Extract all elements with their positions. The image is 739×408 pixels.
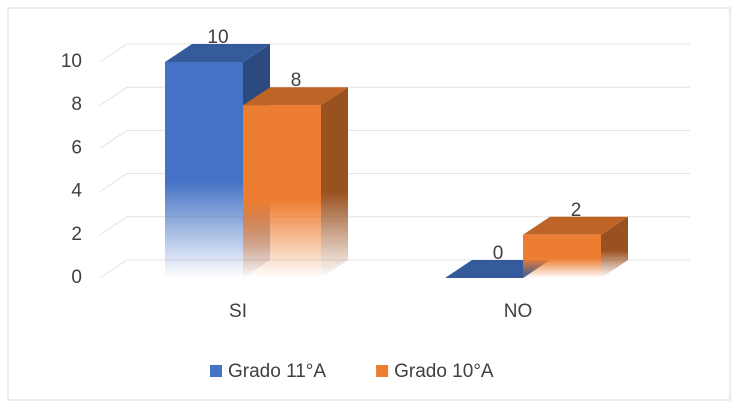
grid-line [99,216,690,236]
y-tick-label: 8 [71,94,82,115]
bar [523,216,628,278]
bar-front [523,234,601,278]
data-label: 8 [291,70,302,91]
legend-swatch [210,365,222,377]
bar-front [165,62,243,278]
bar-side [321,87,348,278]
data-label: 2 [571,200,582,221]
bar-top [165,44,270,62]
grid-segment [99,216,690,236]
grid-segment [99,86,690,106]
x-tick-label: SI [229,301,247,322]
bar-side [601,216,628,278]
legend-label: Grado 11°A [228,361,326,382]
y-tick-label: 6 [71,137,82,158]
grid-line [99,43,690,63]
y-tick-label: 4 [71,181,82,202]
grid-line [99,86,690,106]
grid-segment [99,43,690,63]
data-label: 0 [493,243,504,264]
grid-line [99,173,690,193]
y-tick-label: 2 [71,224,82,245]
bar-top [243,87,348,106]
bar-top [523,216,628,235]
x-tick-label: NO [504,301,533,322]
chart-border [7,7,731,401]
grid-segment [99,173,690,193]
data-label: 10 [207,27,228,48]
grid-segment [99,129,690,149]
bar [243,87,348,278]
legend-label: Grado 10°A [394,361,494,382]
y-tick-label: 0 [71,267,82,288]
legend-swatch [376,365,389,377]
y-tick-label: 10 [61,51,82,72]
grid-line [99,129,690,149]
bar-front [243,105,321,278]
